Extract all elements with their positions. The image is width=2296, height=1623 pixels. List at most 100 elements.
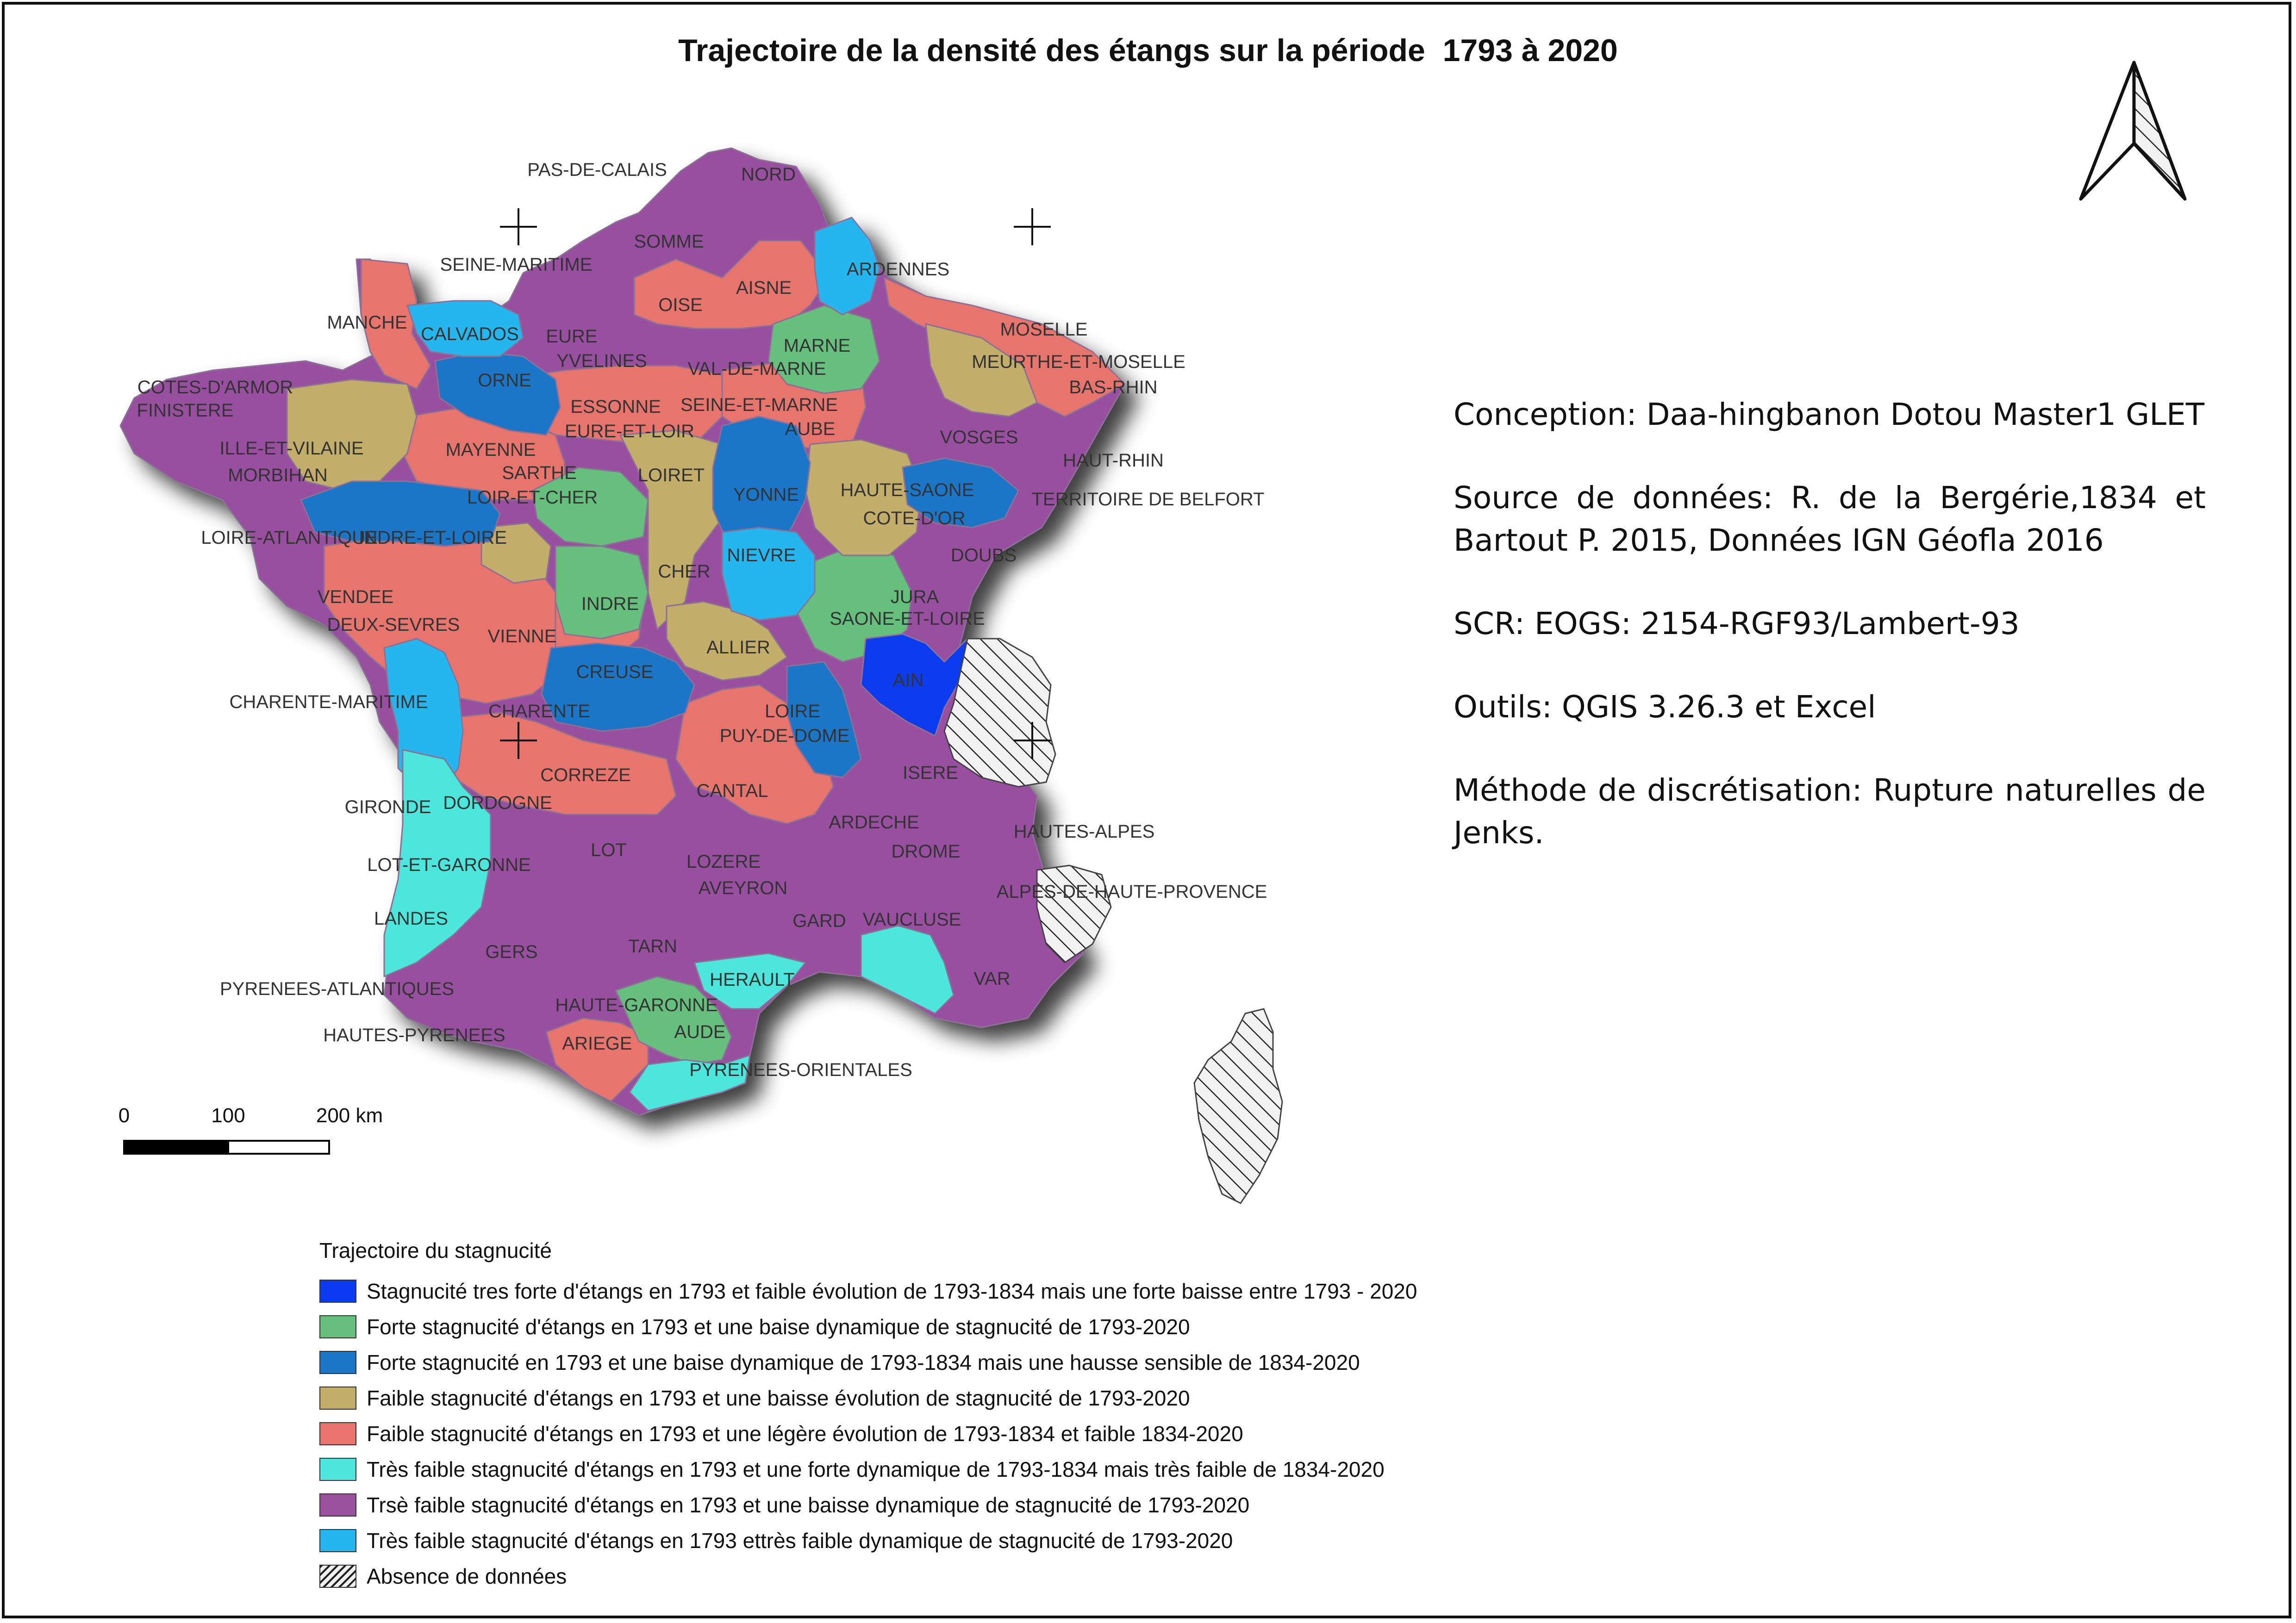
graticule-crosses	[500, 208, 1051, 759]
dept-label: AUDE	[674, 1022, 725, 1042]
graticule-cross	[500, 722, 537, 759]
dept-label: CORREZE	[540, 765, 631, 785]
dept-label: PUY-DE-DOME	[720, 726, 850, 746]
dept-label: HAUTE-GARONNE	[555, 995, 718, 1015]
dept-label: LOIRE-ATLANTIQUE	[201, 528, 378, 548]
region-manche	[360, 258, 431, 390]
graticule-cross	[1014, 208, 1051, 245]
graticule-cross	[500, 208, 537, 245]
dept-label: PYRENEES-ATLANTIQUES	[220, 979, 454, 999]
dept-label: TERRITOIRE DE BELFORT	[1031, 489, 1264, 510]
legend-label: Faible stagnucité d'étangs en 1793 et un…	[367, 1421, 1243, 1446]
graticule-cross	[1014, 722, 1051, 759]
dept-label: MARNE	[784, 336, 850, 356]
legend-item: Trsè faible stagnucité d'étangs en 1793 …	[319, 1487, 1569, 1523]
dept-label: DEUX-SEVRES	[327, 615, 460, 635]
legend-item: Absence de données	[319, 1558, 1569, 1594]
dept-label: ARDENNES	[847, 259, 949, 280]
dept-label: LOT	[591, 840, 627, 860]
dept-label: DROME	[892, 841, 961, 862]
legend-swatch	[319, 1422, 356, 1445]
region-loire	[786, 661, 862, 778]
region-loiret-cher	[619, 429, 732, 630]
dept-label: OISE	[658, 295, 703, 315]
dept-label: MOSELLE	[1000, 319, 1088, 340]
region-charente-correze	[453, 712, 677, 815]
dept-label: CANTAL	[697, 781, 768, 801]
dept-label: ARDECHE	[829, 812, 919, 833]
dept-label: AIN	[893, 670, 924, 690]
dept-label: HAUT-RHIN	[1063, 450, 1164, 471]
dept-label: CREUSE	[576, 662, 654, 682]
legend-item: Forte stagnucité d'étangs en 1793 et une…	[319, 1309, 1569, 1344]
legend-swatch	[319, 1564, 356, 1588]
dept-label: JURA	[891, 587, 939, 607]
dept-label: MEURTHE-ET-MOSELLE	[972, 352, 1185, 372]
region-ariege	[545, 1017, 649, 1102]
scale-bar-black	[123, 1140, 229, 1155]
region-haute-saone	[902, 457, 1019, 529]
legend-label: Forte stagnucité d'étangs en 1793 et une…	[367, 1314, 1190, 1339]
region-allier	[666, 601, 788, 681]
dept-label: AISNE	[736, 278, 792, 298]
dept-label: NIEVRE	[727, 545, 796, 566]
legend-label: Trsè faible stagnucité d'étangs en 1793 …	[367, 1492, 1250, 1517]
scale-bar: 0 100 200 km	[119, 1104, 383, 1155]
legend-swatch	[319, 1350, 356, 1374]
info-source: Source de données: R. de la Bergérie,183…	[1454, 480, 2206, 558]
dept-label: SAONE-ET-LOIRE	[830, 609, 985, 629]
dept-label: AVEYRON	[699, 878, 788, 898]
dept-label: CHARENTE-MARITIME	[230, 692, 428, 712]
dept-label: MAYENNE	[446, 440, 536, 460]
dept-label: LOZERE	[686, 852, 761, 872]
region-ille-et-vilaine-morbihan	[286, 379, 418, 491]
scale-label-200: 200 km	[316, 1104, 383, 1127]
legend-label: Très faible stagnucité d'étangs en 1793 …	[367, 1457, 1385, 1481]
dept-label: COTE-D'OR	[863, 508, 966, 529]
legend-label: Stagnucité tres forte d'étangs en 1793 e…	[367, 1279, 1417, 1303]
info-panel: Conception: Daa-hingbanon Dotou Master1 …	[1454, 393, 2206, 895]
legend-label: Absence de données	[367, 1564, 567, 1588]
dept-label: LOIRET	[638, 465, 705, 485]
dept-label: COTES-D'ARMOR	[137, 377, 293, 398]
dept-label: INDRE	[581, 594, 639, 614]
legend-swatch	[319, 1315, 356, 1338]
legend-swatch	[319, 1457, 356, 1481]
dept-label: ESSONNE	[570, 397, 661, 417]
dept-label: HAUTES-ALPES	[1014, 821, 1155, 842]
dept-label: VAR	[973, 969, 1010, 989]
region-herault	[693, 952, 806, 1010]
scale-label-0: 0	[119, 1104, 130, 1127]
scale-label-100: 100	[211, 1104, 245, 1127]
no-data-areas	[943, 638, 1283, 1204]
dept-label: GIRONDE	[345, 797, 431, 817]
dept-label: LOIRE	[765, 701, 820, 721]
region-nievre	[721, 527, 816, 621]
corse-hatched	[1193, 1008, 1283, 1204]
dept-label: ARIEGE	[562, 1033, 632, 1054]
region-loire-atlantique	[300, 480, 501, 547]
dept-label: LANDES	[374, 908, 448, 929]
dept-label: HERAULT	[710, 970, 795, 990]
dept-label: HAUTE-SAONE	[841, 480, 974, 500]
legend-label: Faible stagnucité d'étangs en 1793 et un…	[367, 1386, 1190, 1410]
dept-label: LOIR-ET-CHER	[467, 487, 598, 508]
dept-label: CALVADOS	[421, 324, 519, 344]
dept-label: VAL-DE-MARNE	[687, 359, 826, 379]
legend-item: Faible stagnucité d'étangs en 1793 et un…	[319, 1380, 1569, 1416]
dept-label: ORNE	[478, 370, 531, 391]
legend-swatch	[319, 1386, 356, 1410]
scale-bar-white	[227, 1140, 330, 1155]
info-conception: Conception: Daa-hingbanon Dotou Master1 …	[1454, 397, 2205, 432]
dept-label: VAUCLUSE	[863, 909, 961, 930]
legend-title: Trajectoire du stagnucité	[319, 1238, 552, 1262]
dept-label: SOMME	[634, 231, 704, 252]
legend-item: Faible stagnucité d'étangs en 1793 et un…	[319, 1416, 1569, 1451]
dept-label: HAUTES-PYRENEES	[323, 1025, 505, 1045]
dept-label: ISERE	[903, 763, 958, 783]
legend: Trajectoire du stagnucité Stagnucité tre…	[319, 1238, 1569, 1594]
dept-label: CHER	[658, 561, 710, 582]
department-labels: PAS-DE-CALAIS NORD SOMME SEINE-MARITIME …	[137, 160, 1267, 1080]
dept-label: AUBE	[785, 419, 836, 439]
dept-label: YVELINES	[556, 351, 647, 371]
